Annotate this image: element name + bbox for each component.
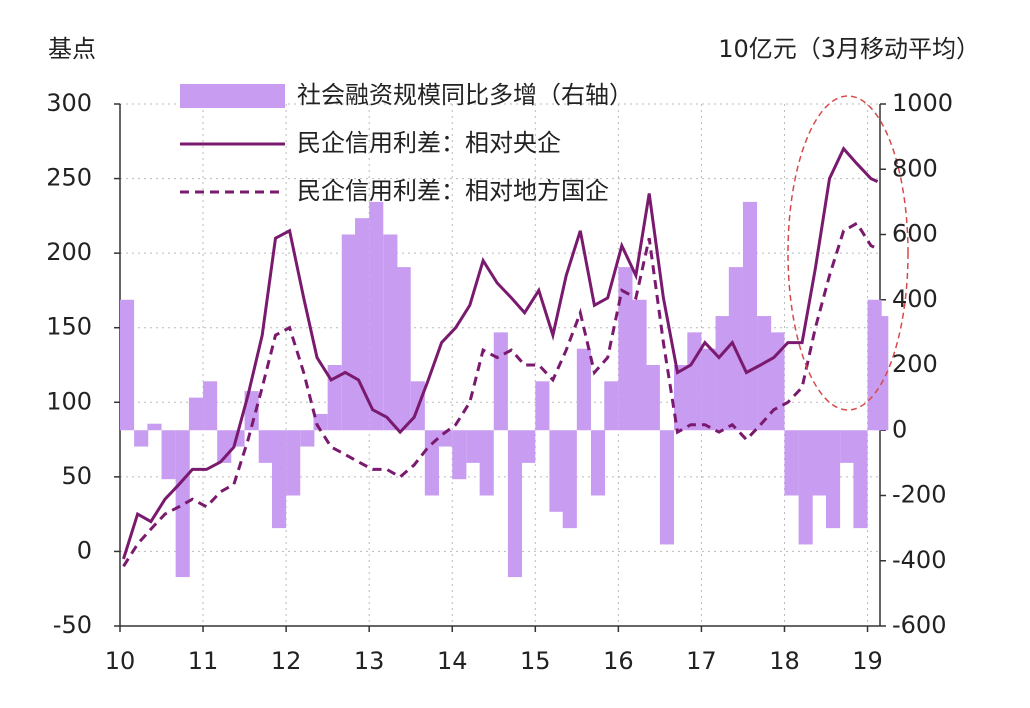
line bbox=[122, 221, 879, 568]
y2-tick-label: 0 bbox=[892, 415, 907, 443]
bar bbox=[300, 430, 315, 447]
y-tick-label: 150 bbox=[46, 313, 92, 341]
x-tick-label: 11 bbox=[188, 647, 219, 675]
y2-tick-label: 400 bbox=[892, 285, 938, 313]
bar bbox=[590, 430, 606, 496]
bar bbox=[203, 381, 218, 431]
y-tick-label: 200 bbox=[46, 238, 92, 266]
bar bbox=[120, 299, 135, 431]
plot-area bbox=[114, 103, 889, 632]
x-tick-label: 12 bbox=[271, 647, 302, 675]
bar bbox=[396, 267, 411, 431]
x-tick-label: 17 bbox=[686, 647, 717, 675]
bar bbox=[258, 430, 273, 463]
x-tick-label: 14 bbox=[437, 647, 468, 675]
bar bbox=[244, 391, 259, 431]
bar bbox=[784, 430, 799, 496]
y2-tick-label: -600 bbox=[892, 611, 946, 639]
y-tick-label: 300 bbox=[46, 89, 92, 117]
bar bbox=[853, 430, 868, 529]
bar bbox=[549, 430, 564, 512]
bar bbox=[452, 430, 467, 480]
bar bbox=[535, 381, 550, 431]
x-tick-label: 10 bbox=[105, 647, 136, 675]
y-tick-label: 250 bbox=[46, 164, 92, 192]
highlight-ellipse bbox=[787, 95, 909, 411]
bar bbox=[272, 430, 287, 529]
bar bbox=[757, 316, 772, 431]
bar bbox=[715, 316, 730, 431]
bar bbox=[466, 430, 481, 463]
y2-tick-label: 1000 bbox=[892, 89, 953, 117]
bar bbox=[632, 299, 647, 431]
y2-tick-label: -200 bbox=[892, 481, 946, 509]
bar bbox=[355, 218, 370, 431]
y2-tick-label: 600 bbox=[892, 220, 938, 248]
bar bbox=[604, 381, 619, 431]
y2-tick-label: -400 bbox=[892, 546, 946, 574]
bar bbox=[674, 365, 689, 431]
x-tick-label: 15 bbox=[520, 647, 551, 675]
bar bbox=[811, 430, 827, 496]
bar bbox=[562, 430, 577, 529]
bar bbox=[840, 430, 855, 463]
bar bbox=[687, 332, 702, 431]
bar bbox=[493, 332, 508, 431]
bar bbox=[438, 430, 453, 447]
x-tick-label: 18 bbox=[769, 647, 800, 675]
bar bbox=[369, 201, 384, 431]
bar bbox=[701, 348, 716, 431]
bar bbox=[659, 430, 675, 545]
bar bbox=[383, 234, 398, 431]
y-axis-title: 基点 bbox=[48, 35, 96, 63]
legend-label: 社会融资规模同比多增（右轴） bbox=[297, 81, 633, 109]
bar bbox=[826, 430, 841, 529]
bar bbox=[286, 430, 301, 496]
y2-axis-title: 10亿元（3月移动平均） bbox=[718, 35, 980, 63]
x-tick-label: 16 bbox=[603, 647, 634, 675]
bar bbox=[507, 430, 523, 578]
bar bbox=[479, 430, 494, 496]
y-tick-label: 0 bbox=[77, 536, 92, 564]
line bbox=[122, 146, 879, 560]
bar bbox=[147, 423, 162, 431]
x-tick-label: 13 bbox=[354, 647, 385, 675]
legend-label: 民企信用利差：相对地方国企 bbox=[297, 177, 609, 205]
x-tick-label: 19 bbox=[852, 647, 883, 675]
bar bbox=[645, 365, 660, 431]
bar bbox=[742, 201, 758, 431]
bar bbox=[576, 348, 591, 431]
bar bbox=[618, 267, 633, 431]
legend-swatch bbox=[180, 84, 285, 108]
bar bbox=[175, 430, 190, 578]
legend-label: 民企信用利差：相对央企 bbox=[297, 129, 561, 157]
bar bbox=[188, 397, 204, 431]
bar bbox=[521, 430, 536, 463]
y-tick-label: 100 bbox=[46, 387, 92, 415]
y-tick-label: -50 bbox=[53, 611, 92, 639]
y-tick-label: 50 bbox=[61, 462, 92, 490]
bar bbox=[341, 234, 356, 431]
y2-tick-label: 800 bbox=[892, 154, 938, 182]
bar bbox=[798, 430, 813, 545]
bar bbox=[424, 430, 439, 496]
bar bbox=[161, 430, 176, 480]
bar bbox=[134, 430, 149, 447]
bar bbox=[874, 316, 889, 431]
y2-tick-label: 200 bbox=[892, 350, 938, 378]
